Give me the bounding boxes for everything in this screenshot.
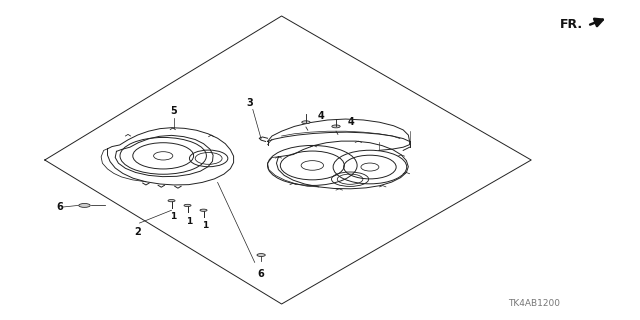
Text: 2: 2: [134, 227, 141, 237]
Text: 5: 5: [171, 106, 177, 116]
Text: 3: 3: [246, 98, 253, 108]
Ellipse shape: [332, 125, 340, 128]
Ellipse shape: [184, 204, 191, 207]
Ellipse shape: [79, 204, 90, 207]
Ellipse shape: [168, 200, 175, 202]
Text: 4: 4: [317, 111, 324, 122]
Ellipse shape: [200, 209, 207, 212]
Text: 6: 6: [56, 202, 63, 212]
Text: 1: 1: [170, 212, 176, 221]
Text: 6: 6: [257, 269, 264, 279]
Text: 4: 4: [348, 116, 355, 127]
Ellipse shape: [301, 121, 310, 124]
Text: TK4AB1200: TK4AB1200: [508, 299, 561, 308]
Ellipse shape: [257, 253, 266, 257]
Text: FR.: FR.: [560, 18, 583, 30]
Text: 1: 1: [186, 217, 192, 226]
Text: 1: 1: [202, 221, 208, 230]
